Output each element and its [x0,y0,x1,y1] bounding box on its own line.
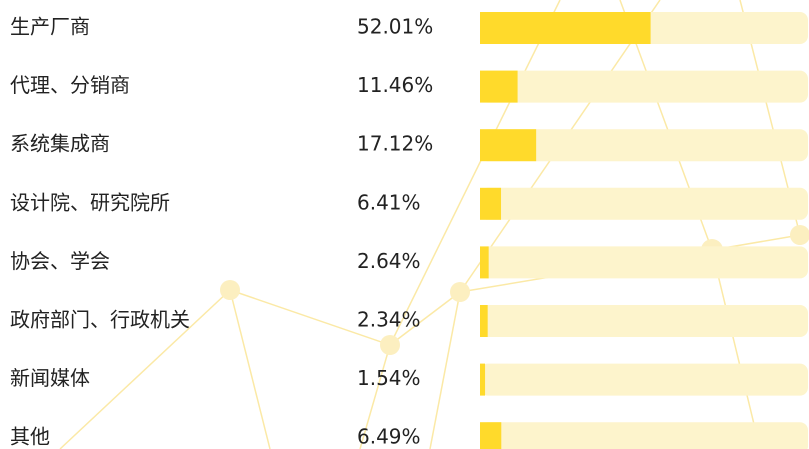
bar-track [480,422,808,449]
category-label: 系统集成商 [10,132,110,156]
bar [480,305,488,337]
value-label: 17.12% [357,132,433,156]
bar [480,71,518,103]
bar [480,12,651,44]
category-label: 协会、学会 [10,249,110,273]
value-label: 2.34% [357,308,421,332]
value-label: 6.49% [357,425,421,449]
category-label: 政府部门、行政机关 [10,308,190,332]
bar-track [480,71,808,103]
bar [480,246,489,278]
bar-track [480,364,808,396]
value-label: 52.01% [357,15,433,39]
bar [480,129,536,161]
bar [480,364,485,396]
value-label: 1.54% [357,366,421,390]
bar-track [480,188,808,220]
category-label: 新闻媒体 [10,366,90,390]
category-label: 设计院、研究院所 [10,190,170,214]
value-label: 6.41% [357,190,421,214]
page: 生产厂商 52.01% 代理、分销商 11.46% 系统集成商 17.12% 设计院、研究院… [0,0,809,449]
category-label: 生产厂商 [10,15,90,39]
chart: 生产厂商 52.01% 代理、分销商 11.46% 系统集成商 17.12% 设计院、研究院… [0,0,809,449]
bar-track [480,305,808,337]
bar [480,422,501,449]
bar-track [480,246,808,278]
value-label: 11.46% [357,73,433,97]
category-label: 代理、分销商 [10,73,130,97]
value-label: 2.64% [357,249,421,273]
category-label: 其他 [10,425,50,449]
bar [480,188,501,220]
